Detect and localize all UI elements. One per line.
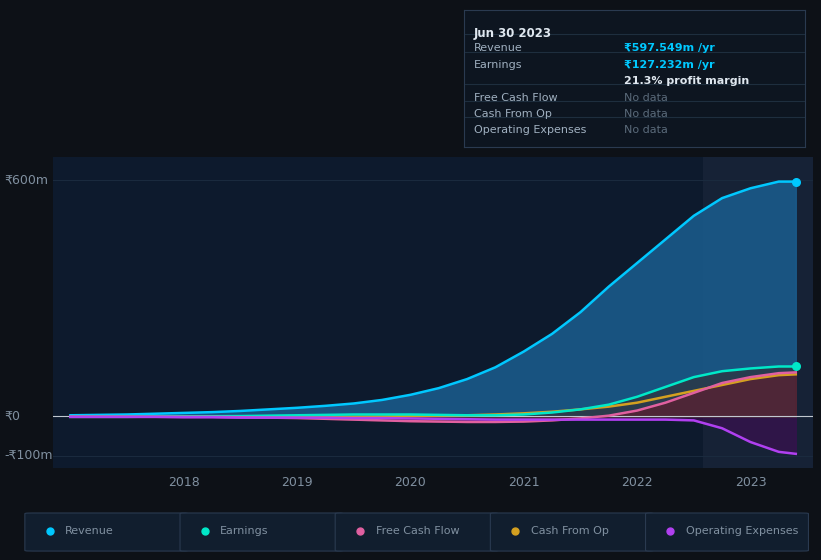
Text: Earnings: Earnings [220,526,268,535]
Text: Revenue: Revenue [474,43,523,53]
Bar [703,157,813,468]
FancyBboxPatch shape [645,513,809,551]
Text: ₹127.232m /yr: ₹127.232m /yr [624,60,714,71]
Text: -₹100m: -₹100m [4,449,53,463]
Text: No data: No data [624,92,667,102]
FancyBboxPatch shape [180,513,343,551]
Text: ₹0: ₹0 [4,410,20,423]
Text: Jun 30 2023: Jun 30 2023 [474,27,552,40]
FancyBboxPatch shape [25,513,188,551]
Point [789,177,802,186]
Text: Free Cash Flow: Free Cash Flow [474,92,557,102]
FancyBboxPatch shape [490,513,654,551]
Text: 21.3% profit margin: 21.3% profit margin [624,76,750,86]
Text: Operating Expenses: Operating Expenses [686,526,798,535]
Text: Cash From Op: Cash From Op [530,526,608,535]
Text: No data: No data [624,125,667,136]
Text: ₹600m: ₹600m [4,174,48,187]
Text: Earnings: Earnings [474,60,523,71]
Text: ₹597.549m /yr: ₹597.549m /yr [624,43,715,53]
FancyBboxPatch shape [335,513,498,551]
Text: Revenue: Revenue [65,526,114,535]
Text: No data: No data [624,109,667,119]
Text: Cash From Op: Cash From Op [474,109,552,119]
Text: Free Cash Flow: Free Cash Flow [375,526,459,535]
Text: Operating Expenses: Operating Expenses [474,125,586,136]
Point [789,362,802,371]
